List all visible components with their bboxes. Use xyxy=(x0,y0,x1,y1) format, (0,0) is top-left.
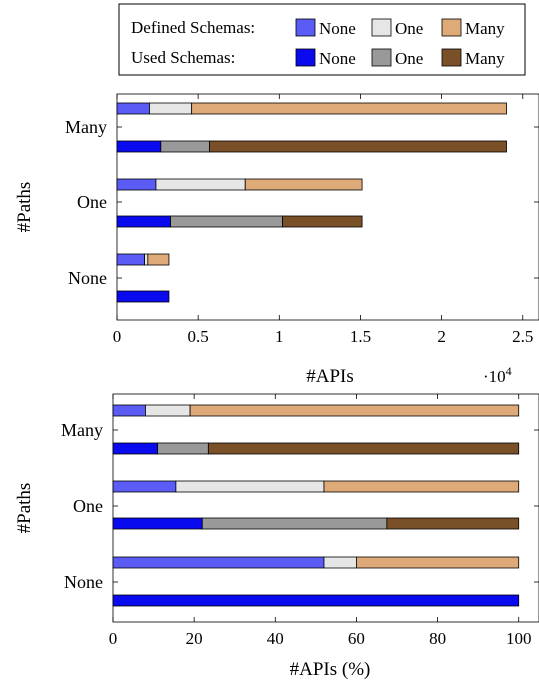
bottom-bar-one-used-many xyxy=(386,517,520,530)
legend-label-defined-one: One xyxy=(395,19,423,38)
top-bar-none-defined-none xyxy=(116,253,145,266)
bottom-bar-one-defined-none xyxy=(112,480,177,493)
bottom-bar-none-used-none xyxy=(112,594,520,607)
bottom-bar-none-defined-one xyxy=(323,556,357,569)
bottom-xtick-label-80: 80 xyxy=(429,629,446,648)
top-xtick-label-1: 1 xyxy=(275,327,284,346)
legend-swatch-defined-one xyxy=(371,18,392,37)
bottom-bar-one-used-none xyxy=(112,517,203,530)
top-bar-many-defined-none xyxy=(116,102,150,115)
chart-bottom: Many One None 0 20 40 60 80 100 #Paths #APIs (%… xyxy=(14,393,539,680)
legend-label-used-one: One xyxy=(395,49,423,68)
x-scale-multiplier: ·104 xyxy=(483,364,512,386)
top-bar-one-defined-none xyxy=(116,178,157,191)
bottom-bar-many-defined-none xyxy=(112,404,146,417)
bottom-ytick-label-none: None xyxy=(64,572,103,592)
top-xtick-label-1.5: 1.5 xyxy=(350,327,371,346)
top-bar-one-defined-one xyxy=(155,178,246,191)
legend-swatch-used-one xyxy=(371,48,392,67)
top-bar-many-defined-one xyxy=(149,102,193,115)
legend-swatch-used-many xyxy=(441,48,462,67)
legend-used-label: Used Schemas: xyxy=(131,48,235,67)
y-axis-label-top: #Paths xyxy=(14,182,35,233)
top-xtick-label-0: 0 xyxy=(113,327,122,346)
legend-swatch-used-none xyxy=(295,48,316,67)
bottom-bar-many-defined-one xyxy=(145,404,191,417)
top-bar-none-defined-many xyxy=(147,253,170,266)
top-xtick-label-0.5: 0.5 xyxy=(188,327,209,346)
legend-label-defined-none: None xyxy=(319,19,356,38)
top-bar-none-defined-one xyxy=(144,253,149,266)
legend-label-defined-many: Many xyxy=(465,19,505,38)
bottom-bar-many-used-many xyxy=(207,442,520,455)
top-bar-many-used-one xyxy=(160,140,210,153)
legend-label-used-none: None xyxy=(319,49,356,68)
x-axis-label-bottom: #APIs (%) xyxy=(290,659,371,680)
plot-frame-top xyxy=(116,93,539,321)
top-bar-many-used-many xyxy=(209,140,507,153)
top-ytick-label-none: None xyxy=(68,268,107,288)
bottom-ytick-label-many: Many xyxy=(61,420,103,440)
bottom-xtick-label-0: 0 xyxy=(109,629,118,648)
top-bar-one-used-one xyxy=(170,215,283,228)
bottom-ytick-label-one: One xyxy=(73,496,103,516)
bottom-bar-none-defined-many xyxy=(356,556,520,569)
top-ytick-label-many: Many xyxy=(65,117,107,137)
bottom-xtick-label-40: 40 xyxy=(267,629,284,648)
bottom-xtick-label-60: 60 xyxy=(348,629,365,648)
bottom-bar-one-defined-one xyxy=(175,480,325,493)
legend-swatch-defined-many xyxy=(441,18,462,37)
bottom-bar-none-defined-none xyxy=(112,556,325,569)
legend-label-used-many: Many xyxy=(465,49,505,68)
top-xtick-label-2: 2 xyxy=(437,327,446,346)
bottom-xtick-label-20: 20 xyxy=(186,629,203,648)
legend-swatch-defined-none xyxy=(295,18,316,37)
top-bar-one-used-many xyxy=(282,215,363,228)
y-axis-label-bottom: #Paths xyxy=(14,483,35,534)
top-xtick-label-2.5: 2.5 xyxy=(512,327,533,346)
plot-frame-bottom xyxy=(112,393,539,623)
top-bar-one-used-none xyxy=(116,215,171,228)
bottom-xtick-label-100: 100 xyxy=(506,629,532,648)
top-ytick-label-one: One xyxy=(77,192,107,212)
top-bar-many-defined-many xyxy=(191,102,507,115)
legend-defined-label: Defined Schemas: xyxy=(131,18,255,37)
top-bar-many-used-none xyxy=(116,140,162,153)
chart-top: Many One None 0 0.5 1 1.5 2 2.5 #Paths #APIs ·1… xyxy=(14,93,539,387)
bottom-bar-many-used-one xyxy=(157,442,209,455)
bottom-bar-one-used-one xyxy=(201,517,388,530)
x-axis-label-top: #APIs xyxy=(306,366,354,387)
top-bar-none-used-none xyxy=(116,290,170,303)
bottom-bar-many-used-none xyxy=(112,442,159,455)
bottom-bar-many-defined-many xyxy=(189,404,520,417)
legend: Defined Schemas: Used Schemas: None One Ma… xyxy=(118,3,526,76)
top-bar-one-defined-many xyxy=(244,178,363,191)
bottom-bar-one-defined-many xyxy=(323,480,520,493)
